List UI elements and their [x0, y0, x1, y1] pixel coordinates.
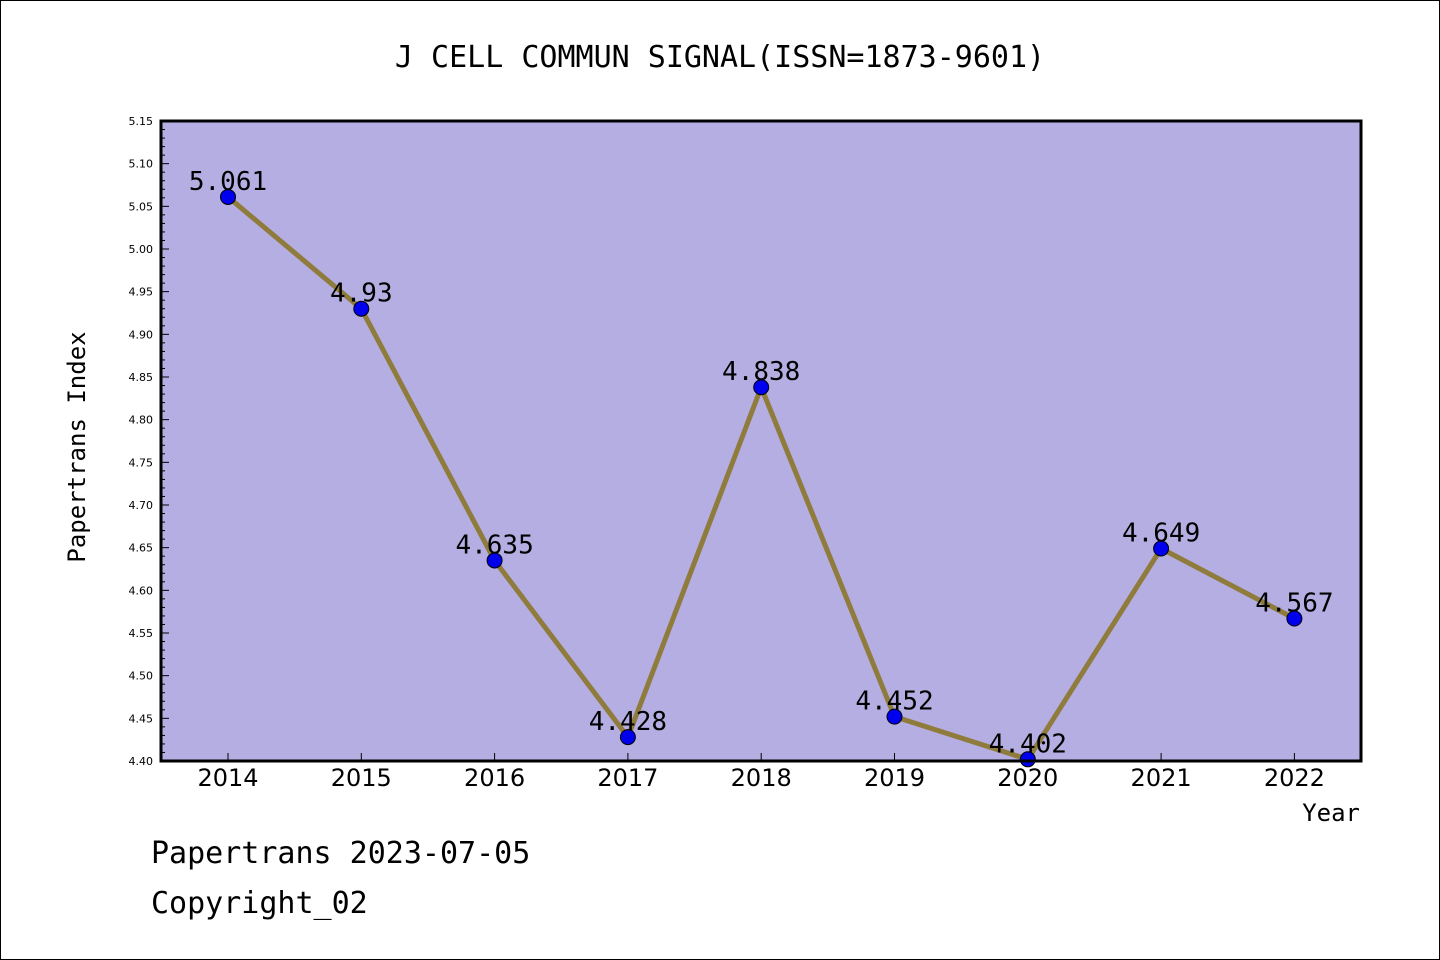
y-tick-label: 4.80 [129, 414, 154, 427]
data-point-marker [1153, 540, 1170, 557]
x-axis: 2014 2015 2016 2017 2018 2019 2020 2021 2022 [197, 753, 1325, 792]
x-tick-label: 2017 [597, 764, 658, 792]
data-label: 4.838 [722, 357, 800, 387]
y-tick-label: 4.40 [129, 755, 154, 768]
plot-area [161, 121, 1361, 761]
y-tick-label: 5.00 [129, 243, 154, 256]
data-label: 5.061 [189, 167, 267, 197]
data-label: 4.452 [855, 687, 933, 717]
y-tick-label: 4.85 [129, 371, 154, 384]
y-tick-label: 4.60 [129, 584, 154, 597]
plot-frame [159, 119, 1363, 763]
y-tick-label: 4.50 [129, 670, 154, 683]
chart-title: J CELL COMMUN SIGNAL(ISSN=1873-9601) [395, 40, 1045, 75]
x-tick-label: 2015 [331, 764, 392, 792]
x-tick-label: 2020 [997, 764, 1058, 792]
source-date: Papertrans 2023-07-05 [151, 836, 531, 871]
data-point-marker [1286, 610, 1303, 627]
y-tick-label: 4.45 [129, 712, 154, 725]
y-tick-label: 4.65 [129, 542, 154, 555]
y-tick-label: 5.05 [129, 200, 154, 213]
y-tick-label: 5.10 [129, 158, 154, 171]
y-tick-label: 4.75 [129, 456, 154, 469]
data-labels: 5.061 4.93 4.635 4.428 4.838 4.452 4.402 4.649 4… [189, 167, 1334, 759]
data-label: 4.649 [1122, 519, 1200, 549]
data-point-marker [220, 188, 236, 205]
y-tick-label: 4.90 [129, 328, 154, 341]
data-point-marker [886, 708, 903, 725]
data-label: 4.567 [1255, 588, 1333, 618]
y-tick-label: 4.55 [129, 627, 154, 640]
data-label: 4.428 [589, 707, 667, 737]
data-point-marker [1019, 751, 1036, 768]
data-label: 4.93 [330, 279, 393, 309]
data-point-marker [753, 379, 770, 396]
series-papertrans-index [220, 188, 1303, 768]
y-tick-label: 4.95 [129, 286, 154, 299]
x-tick-label: 2019 [864, 764, 925, 792]
x-tick-label: 2016 [464, 764, 525, 792]
x-tick-label: 2018 [731, 764, 792, 792]
data-label: 4.635 [455, 530, 533, 560]
x-tick-label: 2022 [1264, 764, 1325, 792]
y-tick-label: 5.15 [129, 115, 154, 128]
x-tick-label: 2021 [1131, 764, 1192, 792]
data-point-marker [353, 300, 370, 317]
y-axis-title: Papertrans Index [63, 331, 91, 562]
data-label: 4.402 [989, 729, 1067, 759]
data-point-marker [486, 552, 503, 569]
data-point-marker [619, 729, 636, 746]
copyright-text: Copyright_02 [151, 886, 368, 921]
x-axis-title: Year [1302, 799, 1360, 827]
x-tick-label: 2014 [197, 764, 258, 792]
y-tick-label: 4.70 [129, 499, 154, 512]
